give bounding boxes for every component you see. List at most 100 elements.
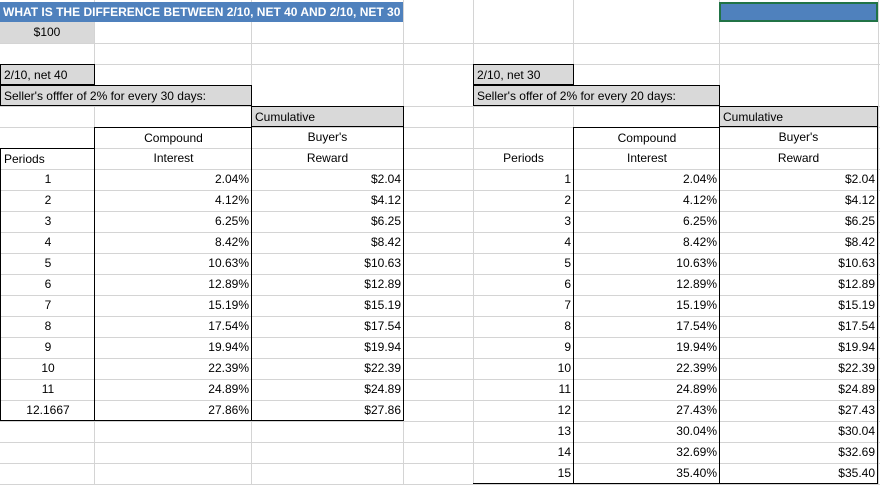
left-reward-cell[interactable]: $2.04 — [251, 169, 404, 190]
left-reward-cell[interactable]: $12.89 — [251, 274, 404, 295]
right-interest-cell[interactable]: 19.94% — [573, 337, 720, 358]
right-reward-cell[interactable]: $35.40 — [719, 463, 878, 484]
right-reward-cell[interactable]: $12.89 — [719, 274, 878, 295]
right-interest-cell[interactable]: 27.43% — [573, 400, 720, 421]
right-period-cell[interactable]: 2 — [473, 190, 574, 211]
right-reward-cell[interactable]: $8.42 — [719, 232, 878, 253]
principal-cell[interactable]: $100 — [0, 22, 94, 43]
right-interest-cell[interactable]: 2.04% — [573, 169, 720, 190]
left-periods-header[interactable]: Periods — [0, 148, 95, 169]
left-period-cell[interactable]: 5 — [0, 253, 95, 274]
left-interest-cell[interactable]: 17.54% — [94, 316, 252, 337]
left-reward-cell[interactable]: $24.89 — [251, 379, 404, 400]
left-period-cell[interactable]: 2 — [0, 190, 95, 211]
left-reward-cell[interactable]: $8.42 — [251, 232, 404, 253]
right-interest-cell[interactable]: 24.89% — [573, 379, 720, 400]
right-period-cell[interactable]: 14 — [473, 442, 574, 463]
right-interest-header[interactable]: Interest — [573, 148, 720, 169]
right-interest-cell[interactable]: 6.25% — [573, 211, 720, 232]
right-interest-cell[interactable]: 15.19% — [573, 295, 720, 316]
left-period-cell[interactable]: 6 — [0, 274, 95, 295]
right-period-cell[interactable]: 7 — [473, 295, 574, 316]
right-interest-cell[interactable]: 30.04% — [573, 421, 720, 442]
left-interest-cell[interactable]: 2.04% — [94, 169, 252, 190]
left-interest-cell[interactable]: 15.19% — [94, 295, 252, 316]
left-buyers-header[interactable]: Buyer's — [251, 127, 404, 148]
left-interest-cell[interactable]: 22.39% — [94, 358, 252, 379]
right-period-cell[interactable]: 12 — [473, 400, 574, 421]
right-interest-cell[interactable]: 35.40% — [573, 463, 720, 484]
right-reward-cell[interactable]: $30.04 — [719, 421, 878, 442]
right-buyers-header[interactable]: Buyer's — [719, 127, 878, 148]
right-interest-cell[interactable]: 32.69% — [573, 442, 720, 463]
left-period-cell[interactable]: 7 — [0, 295, 95, 316]
right-periods-header[interactable]: Periods — [503, 151, 544, 165]
right-reward-cell[interactable]: $19.94 — [719, 337, 878, 358]
left-period-cell[interactable]: 12.1667 — [0, 400, 95, 421]
right-reward-cell[interactable]: $32.69 — [719, 442, 878, 463]
right-reward-cell[interactable]: $4.12 — [719, 190, 878, 211]
left-period-cell[interactable]: 8 — [0, 316, 95, 337]
right-period-cell[interactable]: 8 — [473, 316, 574, 337]
left-interest-header[interactable]: Interest — [94, 148, 252, 169]
right-compound-header[interactable]: Compound — [573, 127, 720, 148]
left-offer-cell[interactable]: Seller's offfer of 2% for every 30 days: — [0, 85, 252, 106]
right-reward-cell[interactable]: $27.43 — [719, 400, 878, 421]
left-interest-cell[interactable]: 6.25% — [94, 211, 252, 232]
left-reward-cell[interactable]: $27.86 — [251, 400, 404, 421]
right-reward-cell[interactable]: $15.19 — [719, 295, 878, 316]
right-reward-cell[interactable]: $24.89 — [719, 379, 878, 400]
right-interest-cell[interactable]: 4.12% — [573, 190, 720, 211]
right-offer-cell[interactable]: Seller's offer of 2% for every 20 days: — [473, 85, 720, 106]
left-interest-cell[interactable]: 10.63% — [94, 253, 252, 274]
left-period-cell[interactable]: 1 — [0, 169, 95, 190]
right-interest-cell[interactable]: 12.89% — [573, 274, 720, 295]
right-period-cell[interactable]: 15 — [473, 463, 574, 484]
right-period-cell[interactable]: 3 — [473, 211, 574, 232]
right-reward-cell[interactable]: $2.04 — [719, 169, 878, 190]
left-cumulative-header[interactable]: Cumulative — [251, 106, 404, 127]
right-interest-cell[interactable]: 8.42% — [573, 232, 720, 253]
right-interest-cell[interactable]: 17.54% — [573, 316, 720, 337]
right-period-cell[interactable]: 11 — [473, 379, 574, 400]
right-period-cell[interactable]: 6 — [473, 274, 574, 295]
selected-cell[interactable] — [719, 2, 878, 22]
left-interest-cell[interactable]: 27.86% — [94, 400, 252, 421]
left-interest-cell[interactable]: 4.12% — [94, 190, 252, 211]
left-reward-header[interactable]: Reward — [251, 148, 404, 169]
left-reward-cell[interactable]: $22.39 — [251, 358, 404, 379]
left-reward-cell[interactable]: $17.54 — [251, 316, 404, 337]
right-period-cell[interactable]: 5 — [473, 253, 574, 274]
left-interest-cell[interactable]: 24.89% — [94, 379, 252, 400]
left-reward-cell[interactable]: $15.19 — [251, 295, 404, 316]
right-period-cell[interactable]: 4 — [473, 232, 574, 253]
left-interest-cell[interactable]: 19.94% — [94, 337, 252, 358]
left-period-cell[interactable]: 3 — [0, 211, 95, 232]
right-interest-cell[interactable]: 22.39% — [573, 358, 720, 379]
left-reward-cell[interactable]: $10.63 — [251, 253, 404, 274]
right-reward-header[interactable]: Reward — [719, 148, 878, 169]
right-reward-cell[interactable]: $10.63 — [719, 253, 878, 274]
left-period-cell[interactable]: 11 — [0, 379, 95, 400]
right-period-cell[interactable]: 13 — [473, 421, 574, 442]
right-interest-cell[interactable]: 10.63% — [573, 253, 720, 274]
right-period-cell[interactable]: 1 — [473, 169, 574, 190]
left-reward-cell[interactable]: $19.94 — [251, 337, 404, 358]
left-reward-cell[interactable]: $4.12 — [251, 190, 404, 211]
left-period-cell[interactable]: 4 — [0, 232, 95, 253]
right-reward-cell[interactable]: $17.54 — [719, 316, 878, 337]
right-reward-cell[interactable]: $6.25 — [719, 211, 878, 232]
left-term-cell[interactable]: 2/10, net 40 — [0, 64, 95, 85]
right-cumulative-header[interactable]: Cumulative — [719, 106, 878, 127]
right-reward-cell[interactable]: $22.39 — [719, 358, 878, 379]
left-period-cell[interactable]: 9 — [0, 337, 95, 358]
right-period-cell[interactable]: 9 — [473, 337, 574, 358]
left-period-cell[interactable]: 10 — [0, 358, 95, 379]
right-period-cell[interactable]: 10 — [473, 358, 574, 379]
left-reward-cell[interactable]: $6.25 — [251, 211, 404, 232]
left-compound-header[interactable]: Compound — [94, 127, 252, 148]
sheet-title[interactable]: WHAT IS THE DIFFERENCE BETWEEN 2/10, NET… — [0, 2, 403, 22]
right-term-cell[interactable]: 2/10, net 30 — [473, 64, 574, 85]
left-interest-cell[interactable]: 8.42% — [94, 232, 252, 253]
left-interest-cell[interactable]: 12.89% — [94, 274, 252, 295]
